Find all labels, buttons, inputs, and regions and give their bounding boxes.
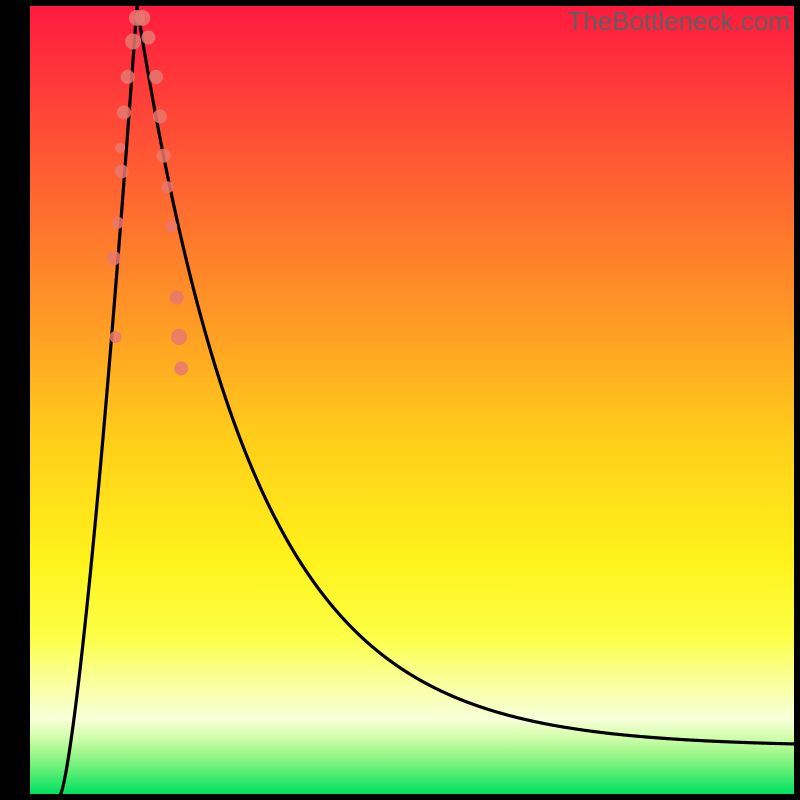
data-marker xyxy=(110,331,122,343)
data-marker xyxy=(174,361,188,375)
chart-stage: TheBottleneck.com xyxy=(0,0,800,800)
data-marker xyxy=(134,10,150,26)
data-marker xyxy=(115,143,125,153)
data-marker xyxy=(153,109,167,123)
data-marker xyxy=(149,70,163,84)
data-marker xyxy=(171,329,187,345)
data-marker xyxy=(157,149,171,163)
data-marker xyxy=(162,181,174,193)
data-marker xyxy=(125,33,141,49)
data-marker xyxy=(141,31,155,45)
data-marker xyxy=(170,291,184,305)
chart-overlay-svg xyxy=(30,6,794,794)
bottleneck-curve xyxy=(61,6,794,794)
data-marker xyxy=(121,70,135,84)
watermark-text: TheBottleneck.com xyxy=(567,6,790,37)
data-marker xyxy=(107,251,121,265)
data-marker xyxy=(115,164,129,178)
data-marker xyxy=(165,221,177,233)
plot-area xyxy=(30,6,794,794)
data-marker xyxy=(112,217,124,229)
data-marker xyxy=(117,105,131,119)
